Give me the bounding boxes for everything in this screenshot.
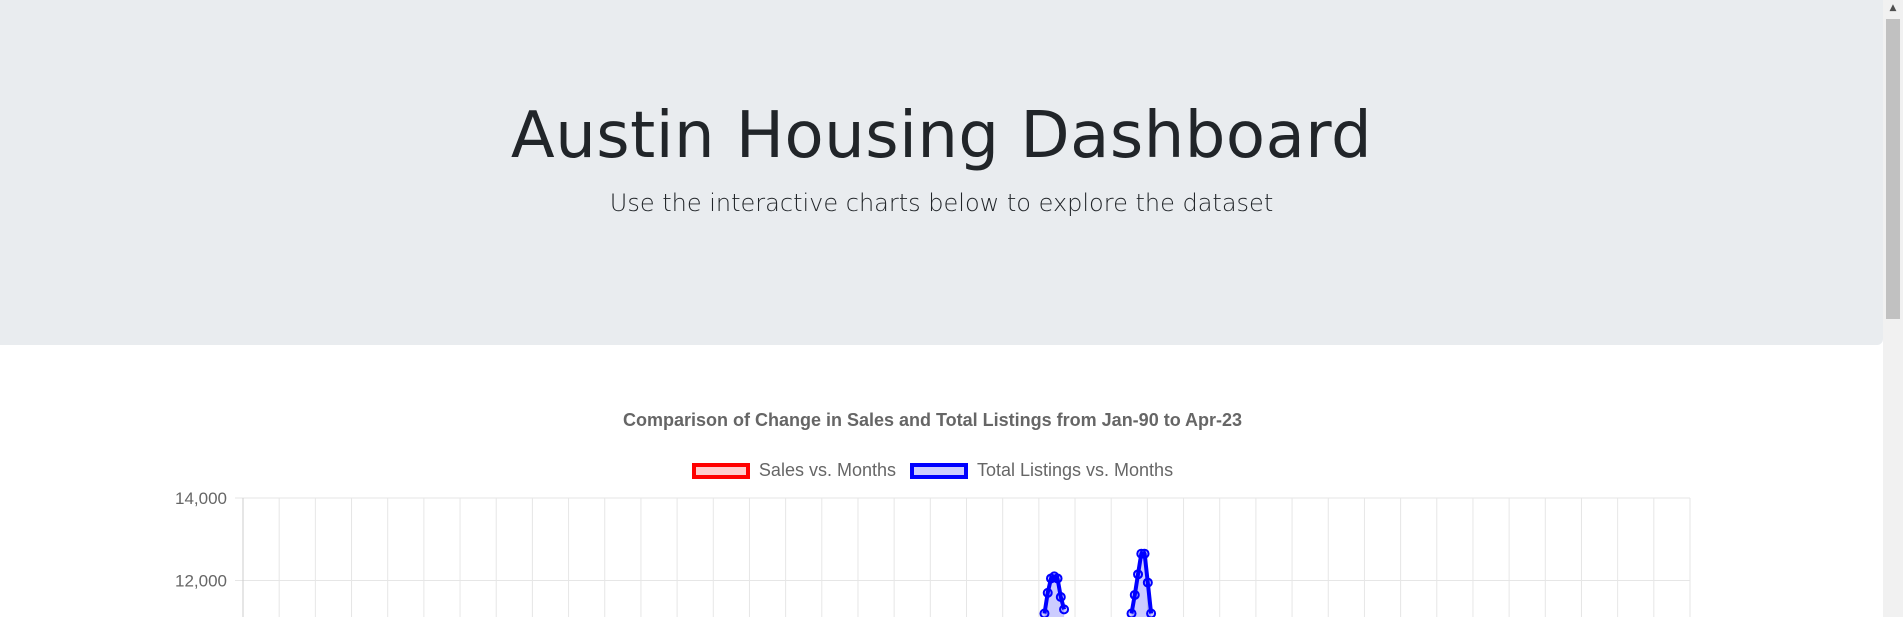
vertical-scrollbar[interactable]: ▲ [1883,0,1903,617]
scroll-up-arrow-icon[interactable]: ▲ [1889,3,1897,13]
data-point [1039,608,1050,617]
data-point [1059,604,1070,615]
data-point [1133,569,1144,580]
scrollbar-thumb[interactable] [1886,19,1900,319]
legend-item-total-listings[interactable]: Total Listings vs. Months [909,460,1174,481]
page-title: Austin Housing Dashboard [510,99,1373,173]
page-subtitle: Use the interactive charts below to expl… [609,189,1274,217]
line-chart-canvas[interactable]: 14,000 12,000 [0,345,1883,617]
legend-label-total-listings: Total Listings vs. Months [976,460,1174,480]
chart-title: Comparison of Change in Sales and Total … [622,410,1243,430]
data-point [1126,608,1137,617]
legend-label-sales: Sales vs. Months [758,460,896,480]
data-point [1129,589,1140,600]
data-point [1052,573,1063,584]
y-tick-label: 12,000 [175,572,227,591]
chart-container: Comparison of Change in Sales and Total … [0,345,1883,617]
data-point [1146,608,1157,617]
legend-item-sales[interactable]: Sales vs. Months [691,460,896,481]
legend-swatch-total-listings [909,462,968,479]
header-banner: Austin Housing Dashboard Use the interac… [0,0,1883,345]
data-point [1042,587,1053,598]
chart-legend: Sales vs. Months Total Listings vs. Mont… [0,460,1865,481]
legend-swatch-sales [691,462,750,479]
data-point [1139,548,1150,559]
data-point [1055,592,1066,602]
data-point [1142,577,1153,588]
y-tick-label: 14,000 [175,489,227,508]
